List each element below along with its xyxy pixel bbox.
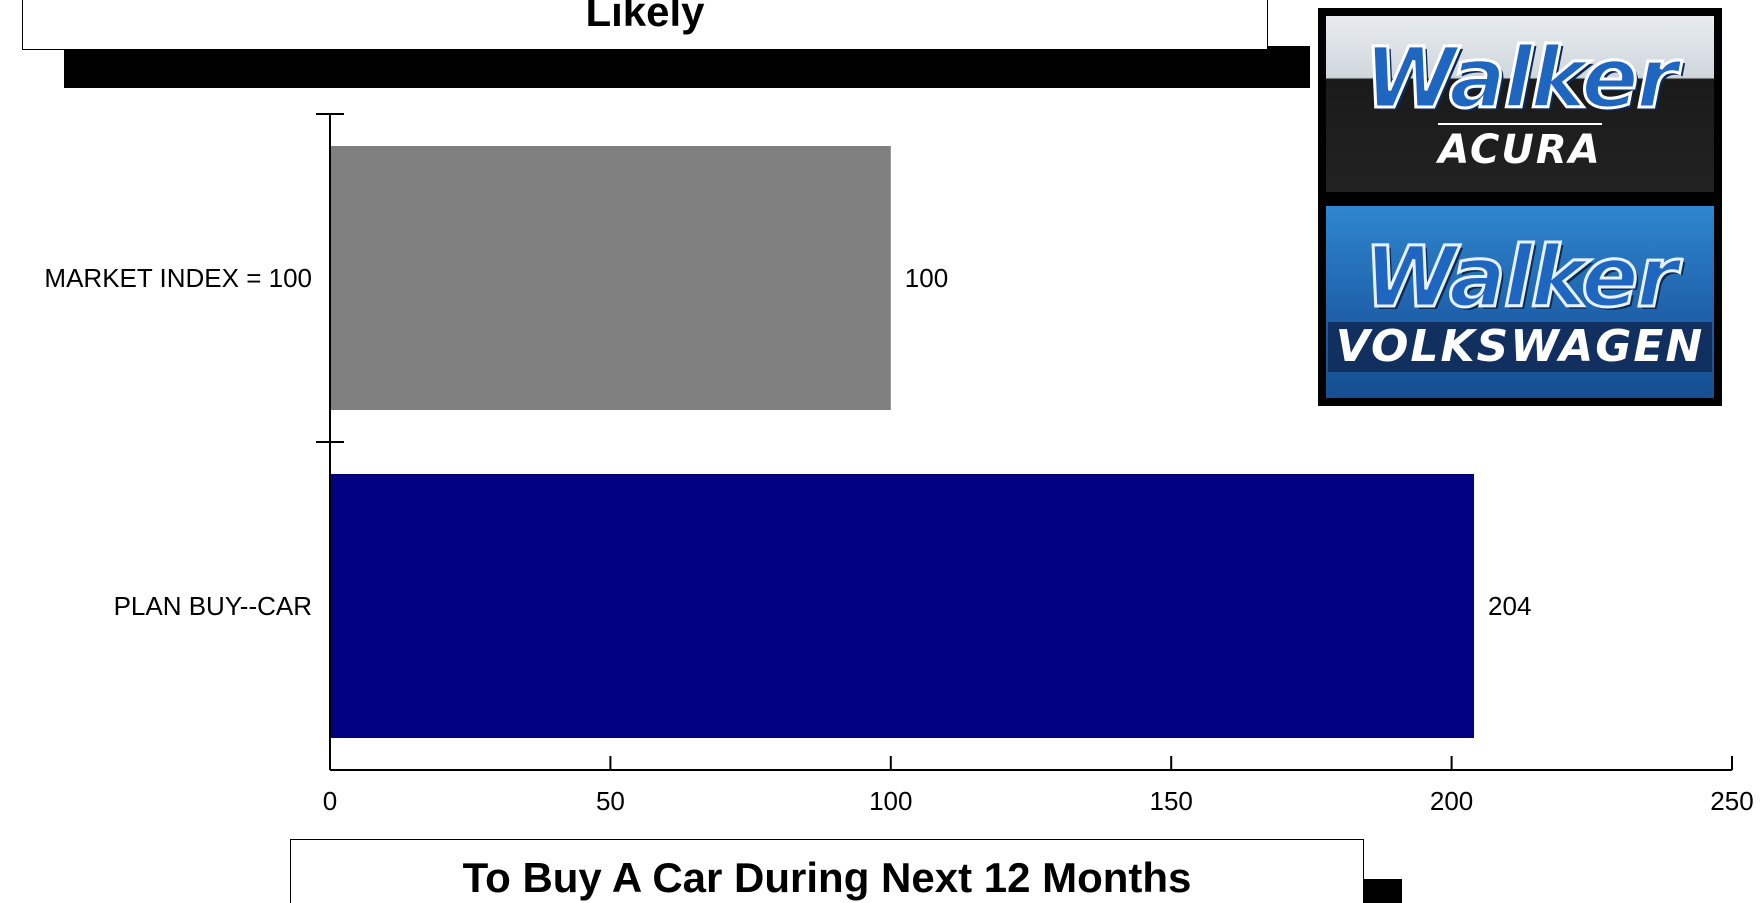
data-label-1: 204 — [1488, 591, 1531, 621]
x-tick-label-3: 150 — [1150, 786, 1193, 816]
logo-subtitle-acura: ACURA — [1438, 123, 1602, 175]
x-tick-label-5: 250 — [1710, 786, 1753, 816]
logo-wordmark-walker: Walker — [1363, 228, 1680, 326]
logo-subtitle-volkswagen: VOLKSWAGEN — [1327, 322, 1713, 372]
category-label-1: PLAN BUY--CAR — [114, 591, 312, 621]
walker-volkswagen-logo: Walker VOLKSWAGEN — [1318, 198, 1722, 406]
data-label-0: 100 — [905, 263, 948, 293]
x-tick-label-2: 100 — [869, 786, 912, 816]
subtitle-box: To Buy A Car During Next 12 Months — [290, 839, 1364, 903]
subtitle-box-shadow — [1364, 879, 1402, 903]
title-box-shadow — [64, 46, 1310, 88]
category-label-0: MARKET INDEX = 100 — [44, 263, 312, 293]
title-box: Likely — [22, 0, 1268, 50]
chart-title: Likely — [585, 0, 705, 35]
x-tick-label-0: 0 — [323, 786, 337, 816]
logo-wordmark-walker: Walker — [1363, 29, 1680, 127]
x-tick-label-1: 50 — [596, 786, 625, 816]
bar-1 — [330, 474, 1475, 738]
bar-0 — [330, 146, 891, 410]
walker-acura-logo: Walker ACURA — [1318, 8, 1722, 200]
chart-subtitle: To Buy A Car During Next 12 Months — [462, 854, 1192, 901]
x-tick-label-4: 200 — [1430, 786, 1473, 816]
